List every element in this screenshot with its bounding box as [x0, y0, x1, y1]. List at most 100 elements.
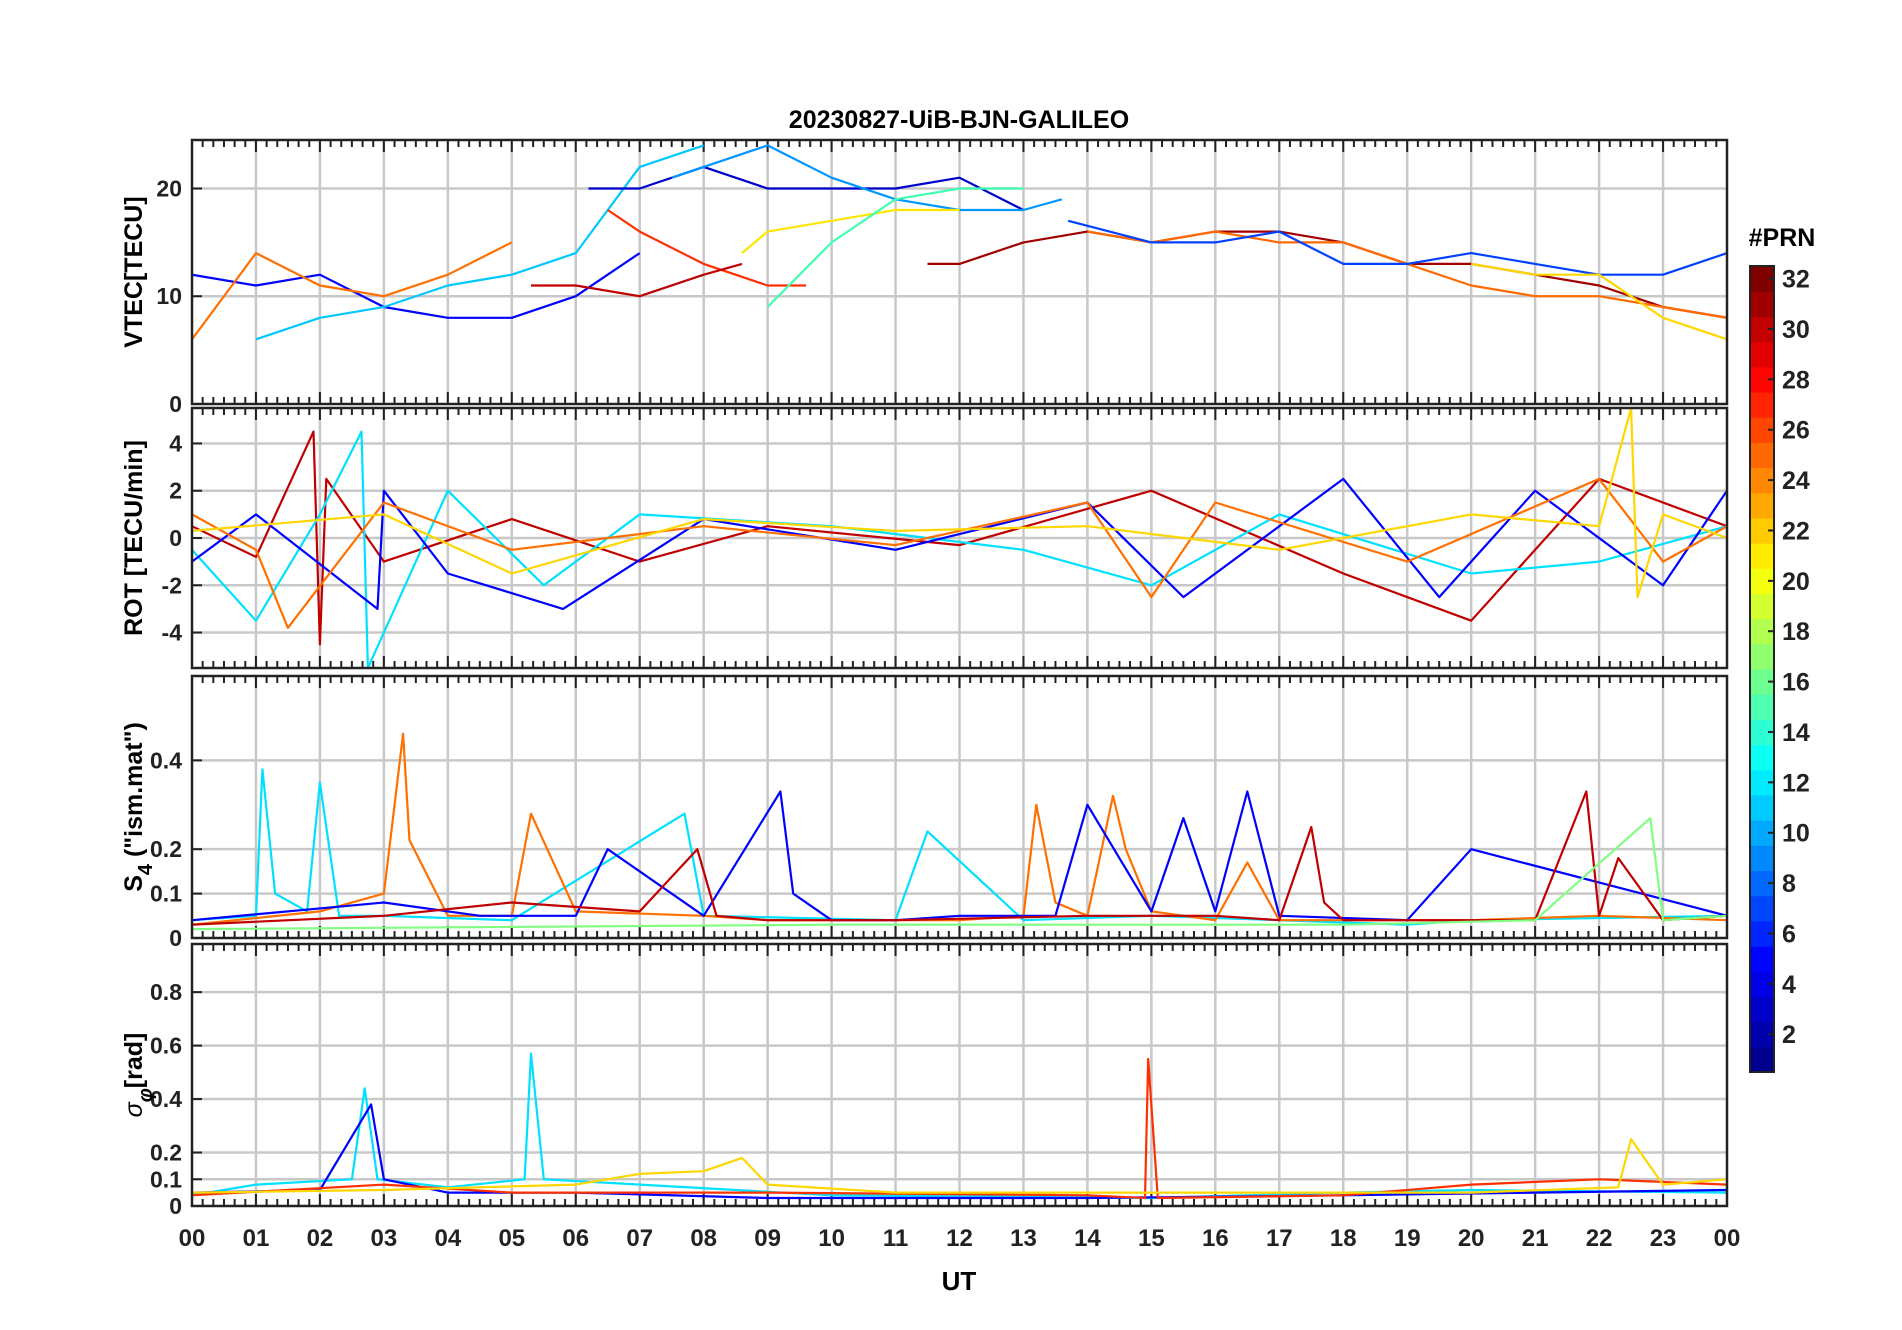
series-group	[192, 408, 1727, 668]
series-line-prn-26	[607, 209, 806, 287]
x-axis-label: UT	[942, 1266, 977, 1296]
y-tick-label: 0.4	[150, 747, 182, 773]
colorbar-tick-label: 18	[1782, 618, 1810, 646]
y-tick-label: 4	[169, 430, 182, 456]
series-group	[192, 1052, 1727, 1200]
x-tick-label: 16	[1202, 1225, 1229, 1252]
colorbar-segment	[1750, 391, 1774, 418]
y-label-rest: [rad]	[120, 1033, 148, 1089]
x-tick-label: 15	[1138, 1225, 1165, 1252]
colorbar-segment	[1750, 794, 1774, 821]
y-tick-label: 0.1	[150, 1166, 182, 1192]
colorbar-tick-label: 2	[1782, 1021, 1796, 1049]
series-line-prn-30	[531, 262, 743, 298]
colorbar-segment	[1750, 946, 1774, 972]
x-tick-label: 00	[179, 1225, 206, 1252]
series-line-prn-9	[671, 144, 1063, 212]
series-group	[192, 144, 1727, 341]
colorbar-tick-label: 28	[1782, 366, 1810, 394]
panel-vtec: 0 10 20 VTEC[TECU]	[120, 138, 1729, 417]
y-tick-label: 0.6	[150, 1033, 182, 1059]
series-line-prn-26	[192, 1057, 1727, 1200]
x-tick-label: 08	[690, 1225, 717, 1252]
x-tick-label: 13	[1010, 1225, 1037, 1252]
x-tick-label: 05	[498, 1225, 525, 1252]
x-tick-label: 07	[626, 1225, 653, 1252]
x-tick-label: 01	[243, 1225, 270, 1252]
series-line-prn-4	[192, 477, 1727, 611]
y-axis-label-rot: ROT [TECU/min]	[120, 440, 148, 636]
colorbar-tick-label: 14	[1782, 719, 1810, 747]
series-line-prn-4	[192, 252, 641, 319]
y-tick-label: 2	[169, 478, 182, 504]
series-group	[192, 732, 1727, 931]
colorbar-segment	[1750, 895, 1774, 922]
colorbar-tick-label: 12	[1782, 769, 1810, 797]
x-tick-label: 04	[434, 1225, 461, 1252]
colorbar-segment	[1750, 341, 1774, 368]
x-axis-tick-labels: 00 01 02 03 04 05 06 07 08 09 10 11 12 13 14 15 16 17 18 19…	[179, 1225, 1741, 1252]
x-tick-label: 22	[1586, 1225, 1613, 1252]
x-tick-label: 20	[1458, 1225, 1485, 1252]
y-axis-label-vtec: VTEC[TECU]	[120, 196, 148, 347]
colorbar-tick-label: 30	[1782, 316, 1810, 344]
colorbar-tick-label: 22	[1782, 517, 1810, 545]
y-tick-label: 0.1	[150, 881, 182, 907]
y-tick-label: 20	[156, 175, 182, 201]
panel-frame	[190, 674, 1729, 940]
x-tick-label: 18	[1330, 1225, 1357, 1252]
colorbar-segment	[1750, 744, 1774, 771]
y-tick-label: 0.2	[150, 1140, 182, 1166]
colorbar-tick-label: 6	[1782, 920, 1796, 948]
y-tick-label: 0.4	[150, 1086, 182, 1112]
series-line-prn-17	[192, 816, 1727, 931]
y-label-sub: 4	[135, 863, 157, 875]
series-line-prn-31	[927, 230, 1727, 319]
x-tick-label: 09	[754, 1225, 781, 1252]
y-tick-label: 10	[156, 283, 182, 309]
y-tick-label: 0	[169, 1193, 182, 1219]
x-tick-label: 02	[307, 1225, 334, 1252]
series-line-prn-24	[192, 241, 513, 340]
series-line-prn-12	[192, 1052, 1727, 1200]
panel-frame	[190, 138, 1729, 406]
colorbar-tick-label: 8	[1782, 870, 1796, 898]
y-tick-label: 0	[169, 525, 182, 551]
colorbar-segment	[1750, 996, 1774, 1023]
x-tick-label: 06	[562, 1225, 589, 1252]
y-tick-label: 0	[169, 391, 182, 417]
colorbar-tick-label: 4	[1782, 971, 1796, 999]
series-line-prn-3	[588, 165, 1024, 211]
series-line-prn-10	[255, 144, 705, 341]
y-label-main: σ	[120, 1101, 148, 1117]
colorbar-segment	[1750, 543, 1774, 569]
y-tick-label: 0.8	[150, 979, 182, 1005]
colorbar-tick-label: 10	[1782, 820, 1810, 848]
series-line-prn-21	[1471, 262, 1727, 341]
series-line-prn-30	[192, 430, 1727, 646]
series-line-prn-21	[192, 408, 1727, 599]
series-line-prn-14	[766, 187, 1024, 308]
colorbar-segment	[1750, 1046, 1774, 1073]
x-tick-label: 12	[946, 1225, 973, 1252]
colorbar-segment	[1750, 291, 1774, 317]
x-tick-label: 21	[1522, 1225, 1549, 1252]
x-tick-label: 17	[1266, 1225, 1293, 1252]
chart-title: 20230827-UiB-BJN-GALILEO	[789, 106, 1129, 134]
y-label-main: S	[120, 875, 148, 892]
series-line-prn-24	[192, 477, 1727, 629]
series-line-prn-5	[1067, 219, 1727, 276]
panel-frame	[190, 406, 1729, 670]
x-tick-label: 19	[1394, 1225, 1421, 1252]
colorbar-label: #PRN	[1749, 224, 1816, 252]
x-tick-label: 03	[371, 1225, 398, 1252]
series-line-prn-21	[192, 1138, 1727, 1194]
series-line-prn-12	[192, 430, 1727, 668]
colorbar-frame	[1749, 265, 1775, 1073]
y-axis-label-sigphi: σφ[rad]	[120, 1033, 157, 1118]
colorbar-tick-label: 32	[1782, 266, 1810, 294]
colorbar-tick-label: 24	[1782, 467, 1810, 495]
